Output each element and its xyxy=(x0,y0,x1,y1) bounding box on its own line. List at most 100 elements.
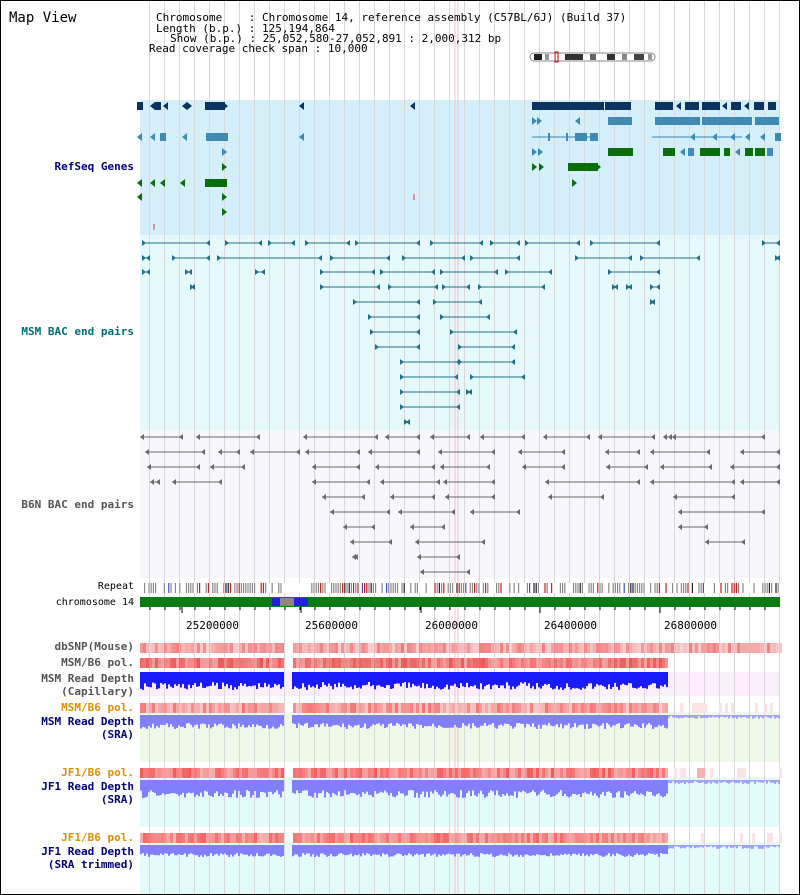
read-depth-bar xyxy=(502,845,504,856)
read-depth-bar xyxy=(316,672,318,685)
read-depth-bar xyxy=(600,672,602,685)
polymorphism-cell xyxy=(227,833,230,843)
read-depth-bar xyxy=(624,672,626,685)
polymorphism-cell xyxy=(485,643,488,653)
repeat-element xyxy=(254,583,256,593)
read-depth-bar xyxy=(698,845,700,848)
read-depth-bar xyxy=(264,780,266,793)
read-depth-bar xyxy=(374,780,376,791)
polymorphism-cell xyxy=(356,833,359,843)
polymorphism-cell xyxy=(458,658,461,668)
polymorphism-cell xyxy=(278,833,281,843)
polymorphism-cell xyxy=(428,643,431,653)
polymorphism-cell xyxy=(209,768,212,778)
read-depth-bar xyxy=(372,845,374,855)
bac-end xyxy=(606,464,610,470)
read-depth-bar xyxy=(438,845,440,855)
read-depth-bar xyxy=(194,715,196,726)
read-depth-bar xyxy=(212,845,214,856)
read-depth-bar xyxy=(740,715,742,718)
read-depth-bar xyxy=(342,715,344,724)
polymorphism-cell xyxy=(392,768,395,778)
read-depth-bar xyxy=(364,715,366,724)
read-depth-bar xyxy=(462,672,464,687)
polymorphism-cell xyxy=(338,658,341,668)
read-depth-bar xyxy=(664,672,666,685)
bac-end xyxy=(650,479,654,485)
polymorphism-cell xyxy=(197,768,200,778)
read-depth-bar xyxy=(746,780,748,784)
bac-end xyxy=(346,240,350,246)
read-depth-bar xyxy=(538,715,540,725)
read-depth-bar xyxy=(144,845,146,856)
polymorphism-cell xyxy=(701,833,704,843)
polymorphism-cell xyxy=(422,768,425,778)
polymorphism-cell xyxy=(230,703,233,713)
read-depth-bar xyxy=(226,845,228,855)
polymorphism-cell xyxy=(623,833,626,843)
polymorphism-cell xyxy=(209,703,212,713)
read-depth-bar xyxy=(438,715,440,726)
polymorphism-cell xyxy=(551,643,554,653)
bac-end xyxy=(179,434,183,440)
read-depth-bar xyxy=(740,845,742,847)
bac-end xyxy=(656,269,660,275)
read-depth-bar xyxy=(514,780,516,792)
read-depth-bar xyxy=(490,715,492,725)
read-depth-bar xyxy=(336,780,338,796)
read-depth-bar xyxy=(352,845,354,857)
polymorphism-cell xyxy=(644,768,647,778)
bac-end xyxy=(731,494,735,500)
read-depth-bar xyxy=(196,672,198,687)
bac-end xyxy=(541,284,545,290)
read-depth-bar xyxy=(680,780,682,783)
polymorphism-cell xyxy=(563,643,566,653)
polymorphism-cell xyxy=(644,703,647,713)
read-depth-bar xyxy=(378,672,380,686)
read-depth-bar xyxy=(198,715,200,729)
read-depth-bar xyxy=(734,715,736,718)
read-depth-bar xyxy=(678,845,680,847)
read-depth-bar xyxy=(654,715,656,728)
read-depth-bar xyxy=(388,780,390,796)
read-depth-bar xyxy=(592,845,594,856)
polymorphism-cell xyxy=(374,703,377,713)
polymorphism-cell xyxy=(350,643,353,653)
repeat-element xyxy=(150,583,152,593)
read-depth-bar xyxy=(188,845,190,855)
polymorphism-cell xyxy=(503,643,506,653)
bac-end xyxy=(543,434,547,440)
polymorphism-cell xyxy=(632,658,635,668)
read-depth-bar xyxy=(208,780,210,796)
read-depth-bar xyxy=(774,715,776,719)
polymorphism-cell xyxy=(188,703,191,713)
read-depth-bar xyxy=(202,845,204,857)
polymorphism-cell xyxy=(587,643,590,653)
read-depth-bar xyxy=(746,845,748,849)
polymorphism-cell xyxy=(296,833,299,843)
polymorphism-cell xyxy=(593,658,596,668)
read-depth-bar xyxy=(608,780,610,792)
read-depth-bar xyxy=(704,845,706,847)
polymorphism-cell xyxy=(491,768,494,778)
read-depth-bar xyxy=(536,780,538,796)
polymorphism-cell xyxy=(155,658,158,668)
read-depth-bar xyxy=(676,845,678,847)
read-depth-bar xyxy=(540,715,542,729)
polymorphism-cell xyxy=(401,643,404,653)
polymorphism-cell xyxy=(422,658,425,668)
gene-arrow xyxy=(532,163,537,171)
polymorphism-cell xyxy=(608,643,611,653)
gene-arrow xyxy=(690,133,695,141)
read-depth-bar xyxy=(376,715,378,724)
repeat-element xyxy=(199,583,201,593)
read-depth-bar xyxy=(666,672,668,688)
read-depth-bar xyxy=(676,715,678,718)
repeat-element xyxy=(590,583,592,593)
read-depth-bar xyxy=(176,715,178,728)
polymorphism-cell xyxy=(686,643,689,653)
read-depth-bar xyxy=(230,715,232,729)
read-depth-bar xyxy=(682,780,684,783)
polymorphism-cell xyxy=(455,833,458,843)
